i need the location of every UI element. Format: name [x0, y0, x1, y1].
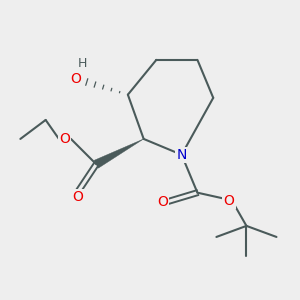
- Polygon shape: [94, 139, 144, 168]
- Text: O: O: [157, 195, 168, 209]
- Text: O: O: [59, 132, 70, 146]
- Text: O: O: [72, 190, 83, 204]
- Text: O: O: [224, 194, 235, 208]
- Text: O: O: [70, 72, 81, 86]
- Text: H: H: [77, 56, 87, 70]
- Text: N: N: [176, 148, 187, 162]
